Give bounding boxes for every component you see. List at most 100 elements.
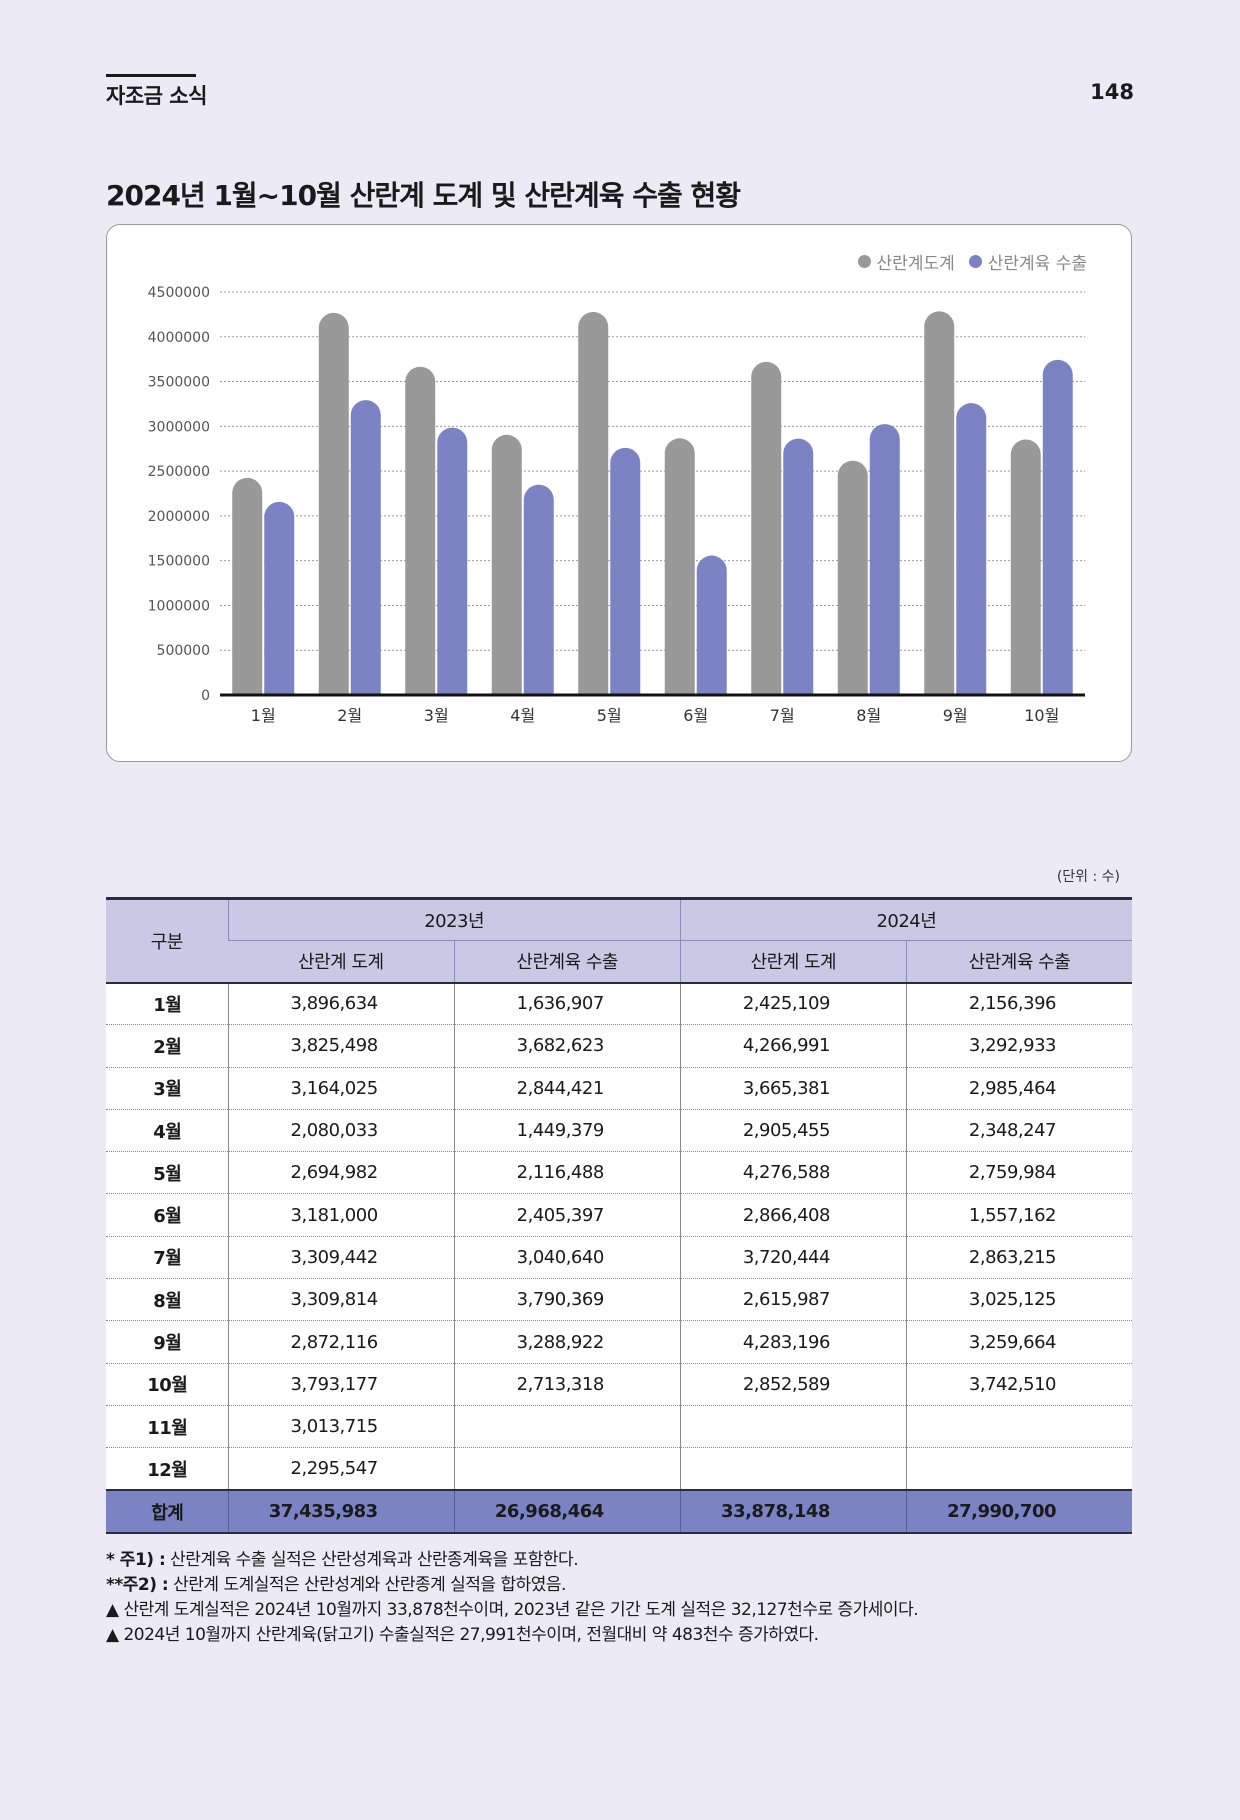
y-tick-label: 4500000 [148,285,210,301]
table-cell: 3,742,510 [905,1363,1132,1406]
table-row: 6월 3,181,000 2,405,397 2,866,408 1,557,162 [106,1193,1132,1237]
table-cell: 2,694,982 [227,1151,455,1195]
chart-panel: 0 500000 1000000 1500000 2000000 2500000 30000… [106,224,1132,762]
year-header-2023: 2023년 [227,897,681,941]
footnote-2: **주2) : 산란계 도계실적은 산란성계와 산란종계 실적을 합하였음. [106,1573,918,1598]
table-cell: 2,295,547 [227,1447,455,1492]
table-subheader-row: 산란계 도계 산란계육 수출 산란계 도계 산란계육 수출 [106,940,1132,984]
table-cell: 3,896,634 [227,982,455,1026]
table-cell [905,1447,1132,1492]
bar-series-2 [264,501,295,695]
table-cell: 2,405,397 [453,1193,681,1237]
table-cell: 1,636,907 [453,982,681,1026]
x-tick-label: 2월 [337,706,362,725]
y-tick-label: 500000 [157,643,210,659]
table-row: 12월 2,295,547 [106,1447,1132,1492]
table-cell: 3,665,381 [679,1067,907,1110]
unit-note: (단위 : 수) [1056,869,1120,885]
total-cell: 26,968,464 [453,1490,681,1535]
table-cell: 4,276,588 [679,1151,907,1195]
subheader-cell: 산란계육 수출 [905,940,1132,984]
table-cell: 3,793,177 [227,1363,455,1406]
table-cell: 3,790,369 [453,1278,681,1322]
month-cell: 1월 [106,982,228,1026]
bar-series-1 [1010,439,1041,695]
y-tick-label: 2000000 [148,509,210,525]
y-tick-label: 3500000 [148,375,210,391]
bar-series-2 [783,438,814,695]
table-cell: 3,292,933 [905,1024,1132,1068]
table-cell [453,1405,681,1449]
subheader-cell: 산란계 도계 [679,940,907,984]
table-cell: 3,682,623 [453,1024,681,1068]
total-cell: 27,990,700 [905,1490,1132,1535]
chart-heading: 2024년 1월~10월 산란계 도계 및 산란계육 수출 현황 [106,179,741,212]
table-cell: 3,309,442 [227,1236,455,1280]
month-cell: 8월 [106,1278,228,1322]
table-cell: 3,040,640 [453,1236,681,1280]
table-cell: 1,557,162 [905,1193,1132,1237]
legend-item-series-1: 산란계도계 [857,249,955,274]
table-row: 2월 3,825,498 3,682,623 4,266,991 3,292,933 [106,1024,1132,1068]
table-cell: 2,905,455 [679,1109,907,1153]
year-header-2024: 2024년 [679,897,1132,941]
y-tick-label: 2500000 [148,464,210,480]
bar-series-1 [491,434,522,695]
table-row: 10월 3,793,177 2,713,318 2,852,589 3,742,510 [106,1363,1132,1406]
x-tick-label: 10월 [1024,706,1059,725]
y-tick-label: 3000000 [148,419,210,435]
table-cell: 2,759,984 [905,1151,1132,1195]
y-tick-label: 1000000 [148,598,210,614]
table-cell: 2,116,488 [453,1151,681,1195]
table-cell: 3,013,715 [227,1405,455,1449]
bar-series-2 [610,447,641,695]
table-row: 3월 3,164,025 2,844,421 3,665,381 2,985,464 [106,1067,1132,1110]
bar-series-2 [350,400,381,695]
table-row: 8월 3,309,814 3,790,369 2,615,987 3,025,125 [106,1278,1132,1322]
table-row: 9월 2,872,116 3,288,922 4,283,196 3,259,664 [106,1320,1132,1364]
table-cell: 3,259,664 [905,1320,1132,1364]
table-cell: 3,025,125 [905,1278,1132,1322]
chart-legend: 산란계도계 산란계육 수출 [857,249,1087,274]
table-cell [679,1447,907,1492]
table-cell: 2,425,109 [679,982,907,1026]
x-tick-label: 5월 [597,706,622,725]
bar-series-1 [924,311,955,695]
section-title: 자조금 소식 [106,84,207,108]
table-cell: 4,283,196 [679,1320,907,1364]
y-tick-label: 0 [201,688,210,704]
table-row: 1월 3,896,634 1,636,907 2,425,109 2,156,396 [106,982,1132,1026]
bar-series-2 [956,403,987,695]
table-cell: 1,449,379 [453,1109,681,1153]
footnote-text: ▲ 2024년 10월까지 산란계육(닭고기) 수출실적은 27,991천수이며… [106,1625,819,1645]
bar-series-2 [523,484,554,695]
bar-series-2 [869,424,900,695]
total-cell: 37,435,983 [227,1490,455,1535]
table-row: 11월 3,013,715 [106,1405,1132,1449]
x-tick-label: 9월 [943,706,968,725]
x-tick-label: 3월 [424,706,449,725]
month-cell: 10월 [106,1363,228,1406]
x-tick-label: 4월 [510,706,535,725]
bar-series-2 [696,555,727,695]
page-number: 148 [1090,80,1134,104]
month-cell: 5월 [106,1151,228,1195]
month-cell: 6월 [106,1193,228,1237]
bar-series-1 [578,312,609,695]
footnote-text: 산란계육 수출 실적은 산란성계육과 산란종계육을 포함한다. [165,1550,579,1570]
bar-series-2 [1042,359,1073,695]
legend-dot-series-1 [857,255,871,268]
table-cell [905,1405,1132,1449]
table-cell: 2,872,116 [227,1320,455,1364]
footnote-4: ▲ 2024년 10월까지 산란계육(닭고기) 수출실적은 27,991천수이며… [106,1623,918,1648]
footnote-1: * 주1) : 산란계육 수출 실적은 산란성계육과 산란종계육을 포함한다. [106,1548,918,1573]
table-cell: 3,825,498 [227,1024,455,1068]
table-row: 4월 2,080,033 1,449,379 2,905,455 2,348,247 [106,1109,1132,1153]
table-header-row: 구분 2023년 2024년 [106,897,1132,984]
section-title-rule [106,74,196,77]
month-cell: 3월 [106,1067,228,1110]
subheader-cell: 산란계육 수출 [453,940,681,984]
footnote-label: **주2) : [106,1575,169,1595]
total-row: 합계 37,435,983 26,968,464 33,878,148 27,9… [106,1490,1132,1535]
table-cell: 2,348,247 [905,1109,1132,1153]
